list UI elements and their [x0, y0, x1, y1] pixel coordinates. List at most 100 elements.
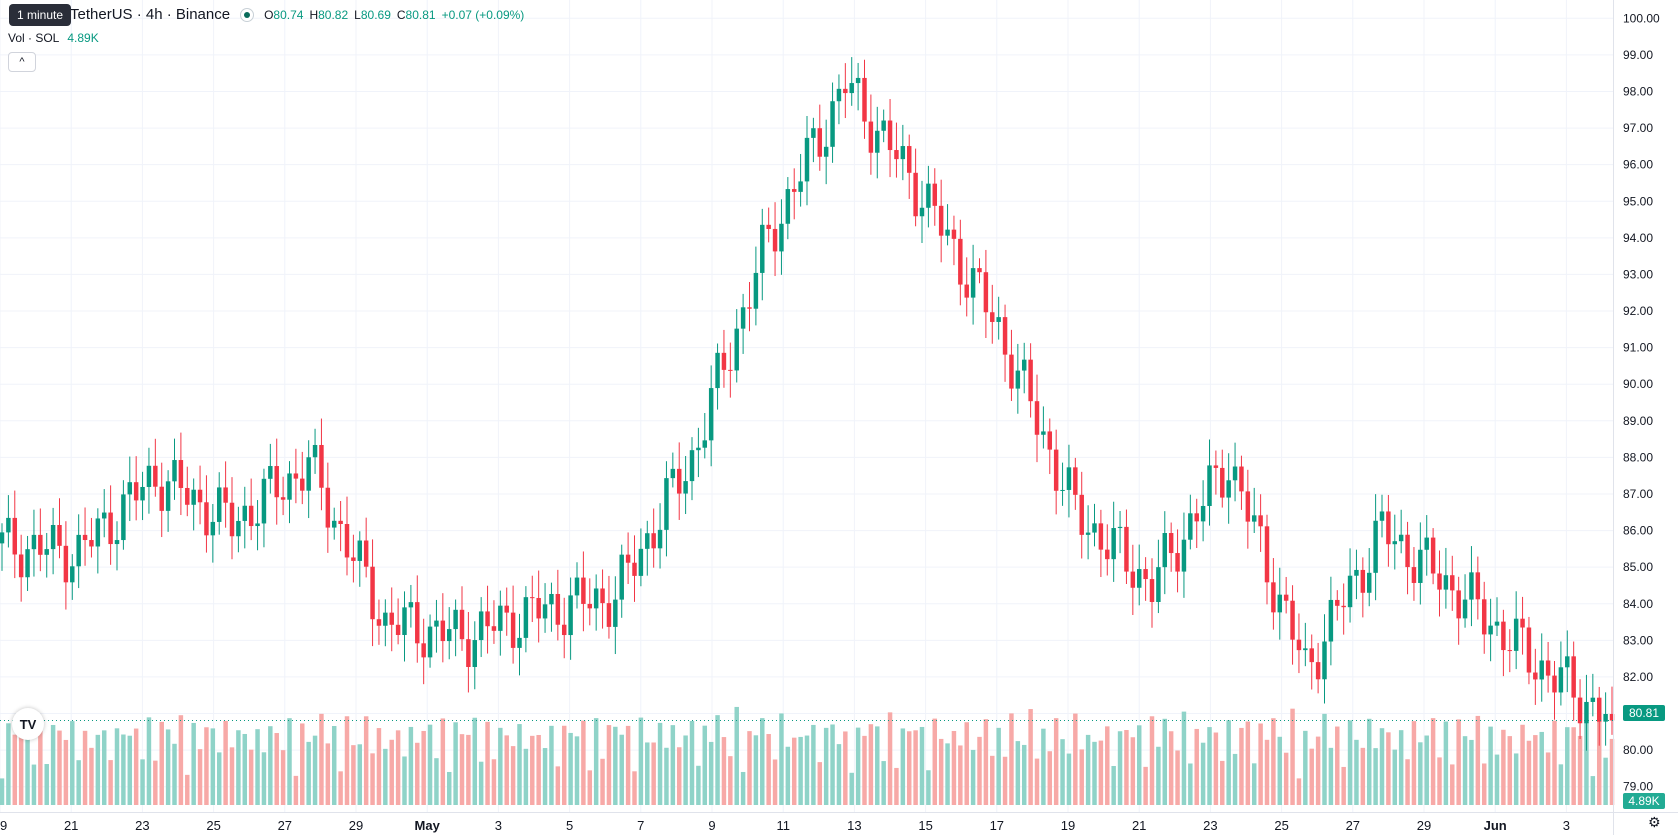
- candle-body: [843, 88, 848, 94]
- date-tick-label: 13: [847, 818, 861, 833]
- candle-body: [459, 609, 465, 640]
- candle-body: [95, 518, 101, 547]
- candle-body: [1596, 697, 1602, 722]
- candle-body: [1251, 515, 1257, 522]
- collapse-legend-button[interactable]: ^: [8, 52, 36, 72]
- candle-body: [740, 307, 746, 329]
- change-value: +0.07 (+0.09%): [441, 7, 525, 22]
- volume-bar: [472, 717, 478, 805]
- volume-bar: [1245, 721, 1251, 805]
- volume-bar: [798, 736, 803, 805]
- candle-body: [894, 150, 899, 160]
- volume-bar: [619, 734, 624, 805]
- candle-body: [1360, 569, 1366, 593]
- candle-body: [38, 534, 43, 555]
- volume-bar: [945, 743, 950, 805]
- volume-bar: [1596, 716, 1602, 805]
- candle-body: [1143, 569, 1148, 580]
- candle-body: [696, 447, 701, 451]
- candle-body: [344, 524, 350, 558]
- candle-body: [1258, 515, 1263, 527]
- volume-bar: [204, 727, 209, 805]
- candle-body: [172, 460, 177, 482]
- candle-body: [1015, 370, 1021, 389]
- candle-body: [415, 602, 420, 644]
- volume-bar: [1577, 735, 1583, 805]
- candle-body: [89, 540, 94, 547]
- volume-bar: [740, 771, 746, 805]
- candle-body: [31, 534, 37, 550]
- candle-body: [1526, 627, 1532, 673]
- volume-bar: [31, 764, 37, 805]
- candle-body: [721, 352, 727, 370]
- volume-bar: [728, 756, 733, 805]
- volume-bar: [12, 734, 18, 805]
- candle-body: [1034, 401, 1040, 435]
- volume-bar: [536, 734, 541, 805]
- volume-bar: [868, 724, 874, 805]
- date-tick-label: 19: [0, 818, 7, 833]
- symbol-title[interactable]: TetherUS · 4h · Binance: [70, 6, 231, 23]
- volume-bar: [1430, 718, 1436, 805]
- candle-body: [574, 577, 580, 596]
- candle-body: [1347, 575, 1353, 608]
- candle-body: [1117, 526, 1123, 529]
- candle-body: [734, 328, 739, 371]
- volume-bar: [702, 725, 708, 805]
- volume-bar: [1398, 730, 1404, 805]
- open-value: 80.74: [273, 7, 304, 22]
- candle-body: [287, 473, 292, 500]
- volume-bar: [376, 728, 382, 805]
- candle-body: [593, 588, 599, 609]
- candle-body: [1315, 662, 1321, 680]
- price-tick-label: 95.00: [1623, 194, 1653, 208]
- volume-bar: [683, 735, 688, 805]
- volume-bar: [325, 743, 331, 805]
- candle-body: [517, 637, 522, 648]
- volume-bar: [1053, 718, 1059, 805]
- market-status-icon[interactable]: [240, 7, 255, 22]
- volume-bar: [172, 743, 177, 805]
- candle-body: [376, 619, 382, 626]
- candle-body: [108, 512, 113, 545]
- volume-bar: [530, 735, 535, 805]
- candle-body: [82, 534, 88, 541]
- volume-label[interactable]: Vol · SOL: [8, 31, 60, 45]
- candle-body: [76, 534, 81, 567]
- candle-body: [351, 557, 356, 561]
- volume-bar: [1066, 753, 1072, 805]
- candle-body: [197, 489, 203, 503]
- candle-body: [1373, 520, 1378, 573]
- candle-body: [325, 487, 331, 528]
- candle-body: [702, 440, 708, 448]
- volume-bar: [517, 724, 522, 805]
- candle-body: [951, 229, 957, 239]
- candle-body: [785, 189, 791, 224]
- candle-body: [1226, 480, 1231, 498]
- candle-body: [389, 612, 394, 625]
- candle-body: [159, 486, 164, 511]
- tradingview-logo-icon[interactable]: TV: [12, 708, 44, 740]
- candle-body: [887, 120, 893, 151]
- volume-bar: [1073, 713, 1078, 805]
- volume-bar: [561, 725, 567, 805]
- date-tick-label: 3: [1563, 818, 1570, 833]
- candle-body: [670, 468, 676, 479]
- volume-bar: [919, 726, 925, 805]
- gear-icon[interactable]: ⚙: [1648, 814, 1661, 830]
- volume-bar: [708, 741, 714, 805]
- candle-body: [1283, 594, 1289, 601]
- volume-bar: [1411, 721, 1417, 805]
- price-tick-label: 99.00: [1623, 48, 1653, 62]
- volume-bar: [510, 746, 516, 805]
- date-tick-label: Jun: [1484, 818, 1507, 833]
- candle-body: [1469, 572, 1474, 600]
- volume-bar: [268, 726, 273, 805]
- candle-body: [791, 189, 797, 192]
- date-tick-label: 25: [206, 818, 220, 833]
- candle-body: [1475, 572, 1481, 600]
- candle-body: [1411, 567, 1417, 583]
- volume-bar: [1117, 731, 1123, 805]
- candle-body: [146, 465, 152, 487]
